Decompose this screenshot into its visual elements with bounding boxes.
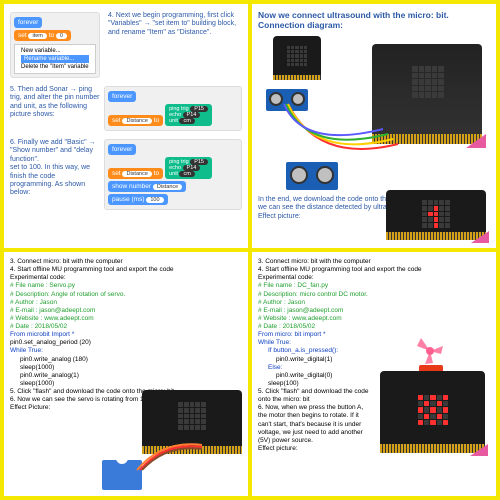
p4-step6: 6. Now, when we press the button A, the … bbox=[258, 404, 371, 445]
wiring-diagram bbox=[258, 34, 490, 194]
p3-author: # Author : Jason bbox=[10, 299, 242, 307]
block-set-item: set item to 0 bbox=[14, 30, 71, 41]
p3-email: # E-mail : jason@adeept.com bbox=[10, 307, 242, 315]
p3-code2: While True: bbox=[10, 347, 242, 355]
step6-text: 6. Finally we add "Basic" → "Show number… bbox=[10, 139, 96, 163]
p3-step3: 3. Connect micro: bit with the computer bbox=[10, 258, 242, 266]
block-forever: forever bbox=[14, 17, 42, 28]
to-label: to bbox=[49, 32, 54, 39]
p3-step4: 4. Start offline MU programming tool and… bbox=[10, 266, 242, 274]
panel-dc-motor: 3. Connect micro: bit with the computer … bbox=[252, 252, 496, 496]
p4-filename: # File name : DC_fan.py bbox=[258, 282, 490, 290]
menu-rename[interactable]: Rename variable... bbox=[21, 55, 89, 63]
p4-code1: While True: bbox=[258, 339, 371, 347]
panel-ultrasound-code: forever set item to 0 New variable... Re… bbox=[4, 4, 248, 248]
p3-import: From microbit Import * bbox=[10, 331, 242, 339]
set-row-3: set Distance to bbox=[108, 168, 163, 179]
ultrasound-sensor-photo bbox=[286, 162, 338, 190]
p4-import: From micro: bit import * bbox=[258, 331, 371, 339]
val-slot: 0 bbox=[56, 33, 67, 39]
p2-subtitle: Connection diagram: bbox=[258, 20, 490, 30]
dc-motor-effect-picture bbox=[375, 331, 490, 453]
menu-new[interactable]: New variable... bbox=[21, 47, 89, 55]
step6b-text: set to 100. In this way, we finish the c… bbox=[10, 164, 90, 196]
p3-web: # Website : www.adeept.com bbox=[10, 315, 242, 323]
p4-effect-label: Effect picture: bbox=[258, 445, 371, 453]
p4-step5: 5. Click "flash" and download the code o… bbox=[258, 388, 371, 404]
panel-servo: 3. Connect micro: bit with the computer … bbox=[4, 252, 248, 496]
step4-text: 4. Next we begin programming, first clic… bbox=[108, 12, 248, 37]
forever-2: forever bbox=[108, 91, 136, 102]
set-label: set bbox=[18, 32, 27, 39]
p3-filename: # File name : Servo.py bbox=[10, 282, 242, 290]
code-stack-2: forever set Distance to ping trig P15 ec… bbox=[104, 86, 242, 131]
servo-effect-picture bbox=[102, 390, 242, 490]
p4-step4: 4. Start offline MU programming tool and… bbox=[258, 266, 490, 274]
p4-desc: # Description: micro control DC motor. bbox=[258, 291, 490, 299]
fan-icon bbox=[415, 336, 445, 366]
p4-web: # Website : www.adeept.com bbox=[258, 315, 490, 323]
sonar-block-2: ping trig P15 echo P14 unit cm bbox=[165, 157, 212, 179]
code-stack-3: forever set Distance to ping trig P15 ec… bbox=[104, 139, 242, 210]
menu-delete[interactable]: Delete the "Item" variable bbox=[21, 63, 89, 71]
p4-code4: Else: bbox=[268, 364, 371, 372]
shownum-row: show number Distance bbox=[108, 181, 186, 192]
pause-row: pause (ms) 100 bbox=[108, 194, 168, 205]
microbit-dc bbox=[380, 371, 485, 453]
p3-desc: # Description: Angle of rotation of serv… bbox=[10, 291, 242, 299]
var-menu: New variable... Rename variable... Delet… bbox=[14, 44, 96, 74]
step5-text: 5. Then add Sonar → ping trig, and alter… bbox=[10, 86, 100, 131]
p4-code6: sleep(100) bbox=[268, 380, 371, 388]
p4-code5: pin0.write_digital(0) bbox=[276, 372, 371, 380]
panel-ultrasound-wiring: Now we connect ultrasound with the micro… bbox=[252, 4, 496, 248]
p3-date: # Date : 2018/05/02 bbox=[10, 323, 242, 331]
p3-code4: sleep(1000) bbox=[20, 364, 242, 372]
p4-step3: 3. Connect micro: bit with the computer bbox=[258, 258, 490, 266]
sonar-block-1: ping trig P15 echo P14 unit cm bbox=[165, 104, 212, 126]
p4-code3: pin0.write_digital(1) bbox=[276, 356, 371, 364]
p2-title: Now we connect ultrasound with the micro… bbox=[258, 10, 490, 20]
p3-exp: Experimental code: bbox=[10, 274, 242, 282]
p4-exp: Experimental code: bbox=[258, 274, 490, 282]
p4-author: # Author : Jason bbox=[258, 299, 490, 307]
p4-date: # Date : 2018/05/02 bbox=[258, 323, 490, 331]
forever-3: forever bbox=[108, 144, 136, 155]
p3-code6: sleep(1000) bbox=[20, 380, 242, 388]
var-item: item bbox=[28, 33, 46, 39]
set-distance-row: set Distance to bbox=[108, 115, 163, 126]
p3-code5: pin0.write_analog(1) bbox=[20, 372, 242, 380]
p4-email: # E-mail : jason@adeept.com bbox=[258, 307, 490, 315]
microbit-effect bbox=[386, 190, 486, 240]
p3-code1: pin0.set_analog_period (20) bbox=[10, 339, 242, 347]
p3-code3: pin0.write_analog (180) bbox=[20, 356, 242, 364]
p4-code2: If button_a.is_pressed(): bbox=[268, 347, 371, 355]
